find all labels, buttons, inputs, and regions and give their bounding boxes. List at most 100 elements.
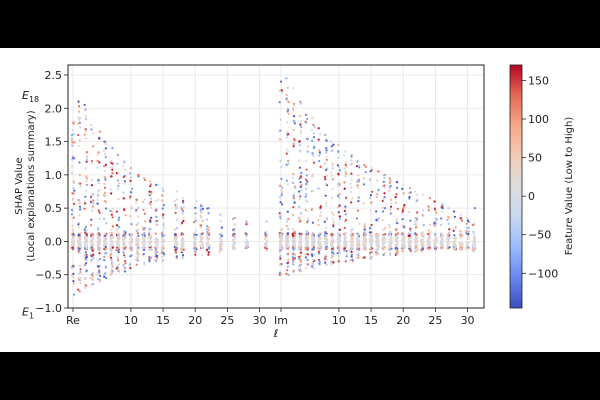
data-point (92, 132, 95, 135)
data-point (304, 256, 307, 259)
data-point (453, 234, 456, 237)
data-point (330, 211, 333, 214)
data-point (305, 193, 308, 196)
data-point (389, 185, 392, 188)
data-point (148, 245, 152, 248)
data-point (396, 247, 399, 250)
data-point (96, 272, 99, 275)
data-point (356, 184, 359, 187)
data-point (287, 162, 290, 165)
data-point (174, 242, 177, 245)
data-point (135, 242, 138, 245)
data-point (91, 145, 95, 148)
data-point (155, 224, 158, 227)
data-point (300, 171, 303, 174)
data-point (293, 247, 296, 250)
x-tick-label: Im (274, 314, 288, 327)
data-point (72, 239, 75, 243)
y-tick-label: 0.5 (45, 202, 63, 215)
data-point (136, 236, 139, 240)
data-point (79, 126, 82, 129)
data-point (182, 219, 185, 223)
data-point (293, 239, 296, 242)
data-point (194, 211, 197, 214)
data-point (364, 165, 367, 168)
data-point (180, 242, 183, 245)
data-point (104, 237, 107, 240)
data-point (265, 220, 268, 223)
data-point (388, 186, 391, 189)
data-point (97, 246, 100, 249)
data-point (318, 236, 321, 240)
data-point (156, 254, 159, 257)
grid (68, 65, 484, 309)
data-point (300, 132, 303, 135)
data-point (279, 214, 282, 217)
data-point (180, 239, 183, 242)
data-point (71, 197, 75, 200)
data-point (375, 196, 378, 199)
data-point (422, 245, 425, 248)
data-point (370, 238, 373, 241)
data-point (265, 239, 268, 242)
data-point (298, 205, 301, 208)
data-point (78, 251, 81, 254)
data-point (292, 194, 295, 197)
data-point (466, 243, 469, 246)
data-point (201, 244, 204, 247)
data-point (371, 190, 374, 193)
data-point (111, 246, 114, 249)
data-point (102, 240, 105, 243)
data-point (245, 236, 248, 239)
data-point (97, 151, 100, 154)
data-point (141, 237, 145, 240)
data-point (156, 256, 159, 259)
data-point (467, 241, 470, 244)
data-point (70, 134, 74, 137)
data-point (319, 244, 322, 247)
data-point (123, 254, 126, 257)
y-tick-label: 1.0 (45, 169, 63, 182)
data-point (193, 241, 196, 244)
data-point (409, 227, 412, 230)
data-point (441, 246, 444, 249)
data-point (287, 112, 290, 115)
data-point (154, 209, 157, 212)
data-point (285, 77, 288, 80)
data-point (292, 235, 295, 238)
data-point (142, 232, 145, 235)
data-point (180, 237, 184, 240)
data-point (281, 203, 284, 206)
data-point (219, 213, 222, 216)
data-point (231, 217, 235, 221)
data-point (89, 260, 93, 263)
data-point (162, 224, 165, 227)
data-point (298, 255, 301, 259)
data-point (310, 253, 313, 256)
data-point (110, 160, 113, 163)
data-point (285, 236, 288, 239)
data-point (364, 239, 367, 242)
data-point (292, 104, 295, 107)
y-tick-label: −1.0 (35, 302, 62, 315)
data-point (310, 129, 313, 132)
data-point (91, 278, 94, 281)
data-point (363, 256, 366, 259)
data-point (409, 249, 412, 252)
data-point (116, 268, 119, 271)
data-point (286, 265, 289, 268)
data-point (78, 238, 81, 241)
data-point (370, 201, 373, 204)
data-point (135, 201, 138, 204)
data-point (312, 266, 315, 270)
data-point (338, 204, 341, 207)
data-point (161, 246, 164, 249)
data-point (408, 195, 411, 198)
data-point (110, 270, 113, 273)
data-point (70, 243, 74, 247)
data-point (318, 154, 321, 157)
data-point (148, 190, 151, 193)
data-point (117, 244, 120, 247)
data-point (78, 118, 81, 121)
data-point (85, 183, 88, 186)
